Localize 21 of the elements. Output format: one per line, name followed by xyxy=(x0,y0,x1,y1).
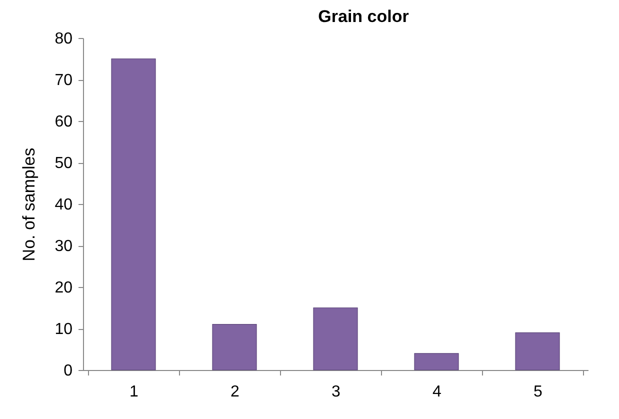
y-tick-label: 50 xyxy=(54,155,73,172)
y-tick-label: 80 xyxy=(54,30,73,48)
x-tick-label: 2 xyxy=(230,384,240,400)
y-axis-title: No. of samples xyxy=(20,148,39,262)
x-tick-label: 3 xyxy=(332,384,341,400)
x-tick-label: 5 xyxy=(534,384,543,400)
bar xyxy=(515,332,560,370)
y-tick-label: 70 xyxy=(54,72,73,89)
y-tick-label: 60 xyxy=(54,114,73,130)
bar xyxy=(212,324,257,370)
x-tick-label: 4 xyxy=(432,384,442,400)
y-tick-label: 40 xyxy=(54,196,73,214)
y-tick-label: 20 xyxy=(54,280,73,296)
y-tick-label: 10 xyxy=(54,321,73,338)
y-tick-label: 30 xyxy=(54,238,73,255)
chart-title: Grain color xyxy=(318,7,410,26)
bar xyxy=(313,307,358,370)
y-tick-label: 0 xyxy=(64,362,73,380)
x-tick-label: 1 xyxy=(130,384,139,400)
bar xyxy=(414,353,459,370)
bar xyxy=(111,58,156,370)
